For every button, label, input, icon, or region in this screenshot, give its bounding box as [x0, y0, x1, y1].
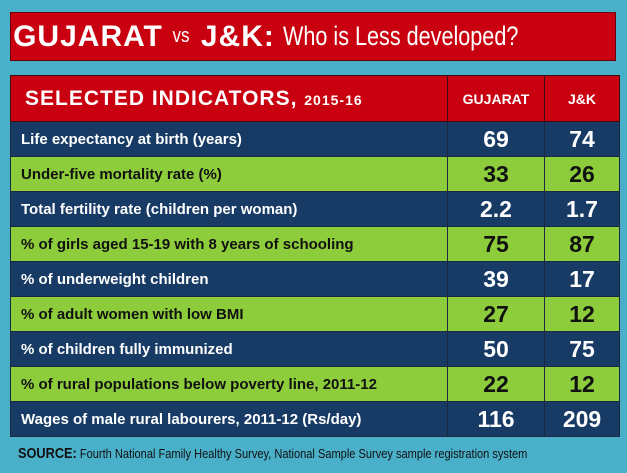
header-jk: J&K [544, 75, 620, 122]
indicator-label: Under-five mortality rate (%) [10, 156, 448, 192]
indicator-label: % of underweight children [10, 261, 448, 297]
table-header: SELECTED INDICATORS, 2015-16 GUJARAT J&K [10, 75, 620, 122]
gujarat-value: 39 [447, 261, 545, 297]
jk-value: 26 [544, 156, 620, 192]
table-row: % of underweight children 39 17 [10, 261, 620, 297]
gujarat-value: 33 [447, 156, 545, 192]
gujarat-value: 69 [447, 121, 545, 157]
table-row: % of adult women with low BMI 27 12 [10, 296, 620, 332]
indicator-label: % of rural populations below poverty lin… [10, 366, 448, 402]
title-jk: J&K: [200, 19, 275, 53]
table-row: Life expectancy at birth (years) 69 74 [10, 121, 620, 157]
title-vs: vs [172, 25, 190, 47]
source-label: SOURCE: [18, 445, 77, 462]
jk-value: 209 [544, 401, 620, 437]
gujarat-value: 22 [447, 366, 545, 402]
source-text: Fourth National Family Healthy Survey, N… [79, 446, 528, 461]
gujarat-value: 27 [447, 296, 545, 332]
title-gujarat: GUJARAT [13, 19, 163, 53]
header-gujarat: GUJARAT [447, 75, 545, 122]
jk-value: 17 [544, 261, 620, 297]
table-row: % of rural populations below poverty lin… [10, 366, 620, 402]
jk-value: 75 [544, 331, 620, 367]
gujarat-value: 116 [447, 401, 545, 437]
table-row: % of children fully immunized 50 75 [10, 331, 620, 367]
jk-value: 12 [544, 366, 620, 402]
source-note: SOURCE: Fourth National Family Healthy S… [18, 445, 527, 462]
jk-value: 1.7 [544, 191, 620, 227]
indicator-label: Life expectancy at birth (years) [10, 121, 448, 157]
title-question: Who is Less developed? [282, 21, 519, 51]
jk-value: 74 [544, 121, 620, 157]
table-row: Wages of male rural labourers, 2011-12 (… [10, 401, 620, 437]
indicator-label: % of adult women with low BMI [10, 296, 448, 332]
table-row: Under-five mortality rate (%) 33 26 [10, 156, 620, 192]
indicator-label: % of children fully immunized [10, 331, 448, 367]
table-row: Total fertility rate (children per woman… [10, 191, 620, 227]
gujarat-value: 75 [447, 226, 545, 262]
indicator-label: % of girls aged 15-19 with 8 years of sc… [10, 226, 448, 262]
header-indicators: SELECTED INDICATORS, 2015-16 [10, 75, 448, 122]
indicator-label: Wages of male rural labourers, 2011-12 (… [10, 401, 448, 437]
indicator-label: Total fertility rate (children per woman… [10, 191, 448, 227]
gujarat-value: 50 [447, 331, 545, 367]
jk-value: 12 [544, 296, 620, 332]
title-banner: GUJARAT vs J&K: Who is Less developed? [10, 12, 616, 61]
jk-value: 87 [544, 226, 620, 262]
table-row: % of girls aged 15-19 with 8 years of sc… [10, 226, 620, 262]
gujarat-value: 2.2 [447, 191, 545, 227]
indicators-table: SELECTED INDICATORS, 2015-16 GUJARAT J&K… [10, 75, 620, 437]
